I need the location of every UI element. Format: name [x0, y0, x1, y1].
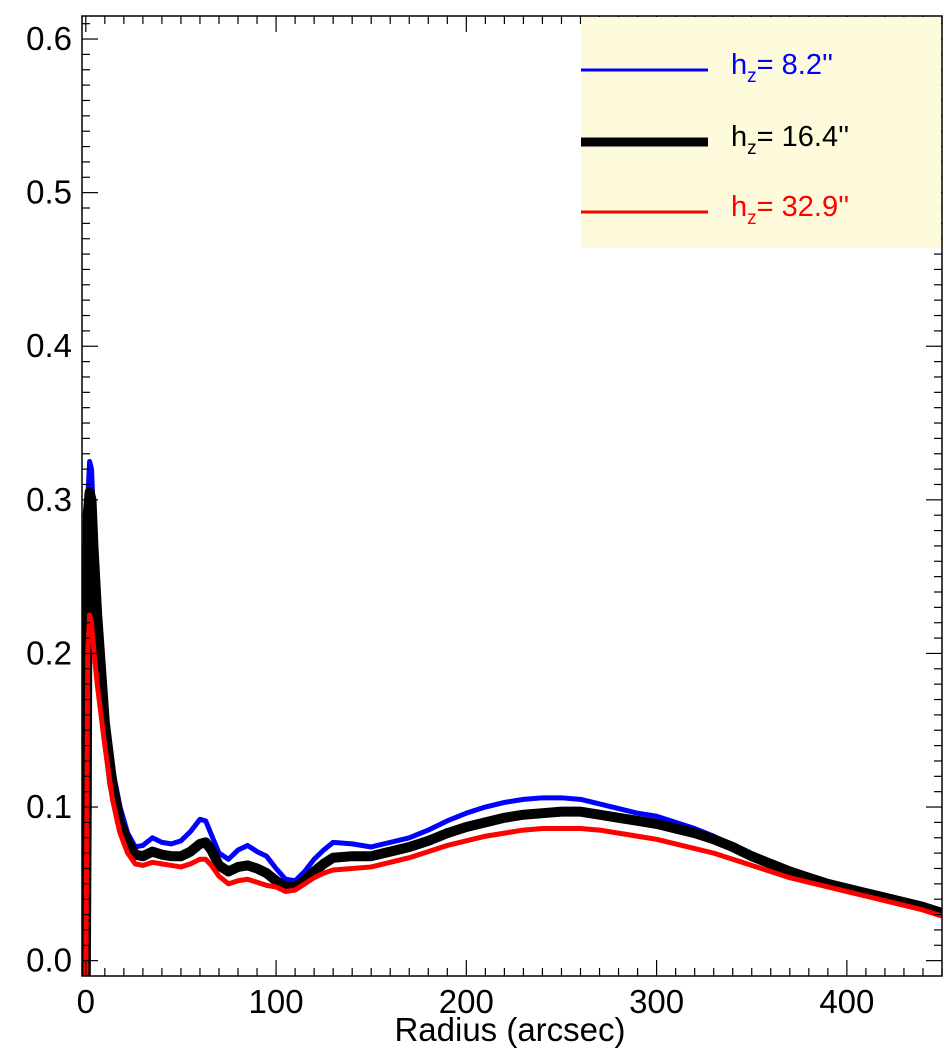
legend-box	[581, 17, 941, 248]
y-tick-label: 0.4	[26, 327, 72, 364]
series-line-0	[83, 458, 942, 976]
series-line-2	[83, 612, 942, 976]
x-tick-label: 400	[819, 983, 874, 1020]
legend-label-0: hz= 8.2''	[731, 49, 833, 87]
y-tick-label: 0.5	[26, 174, 72, 211]
legend-label-1: hz= 16.4''	[731, 121, 849, 159]
legend-label-2: hz= 32.9''	[731, 191, 849, 229]
x-tick-label: 200	[439, 983, 494, 1020]
x-tick-label: 100	[249, 983, 304, 1020]
y-tick-label: 0.6	[26, 20, 72, 57]
series-line-1	[82, 487, 942, 976]
plot-frame	[81, 15, 943, 977]
x-axis-title: Radius (arcsec)	[394, 1011, 625, 1048]
y-tick-label: 0.0	[26, 942, 72, 979]
y-tick-label: 0.1	[26, 788, 72, 825]
x-tick-label: 300	[629, 983, 684, 1020]
y-tick-label: 0.3	[26, 481, 72, 518]
y-tick-label: 0.2	[26, 634, 72, 671]
x-tick-label: 0	[77, 983, 95, 1020]
